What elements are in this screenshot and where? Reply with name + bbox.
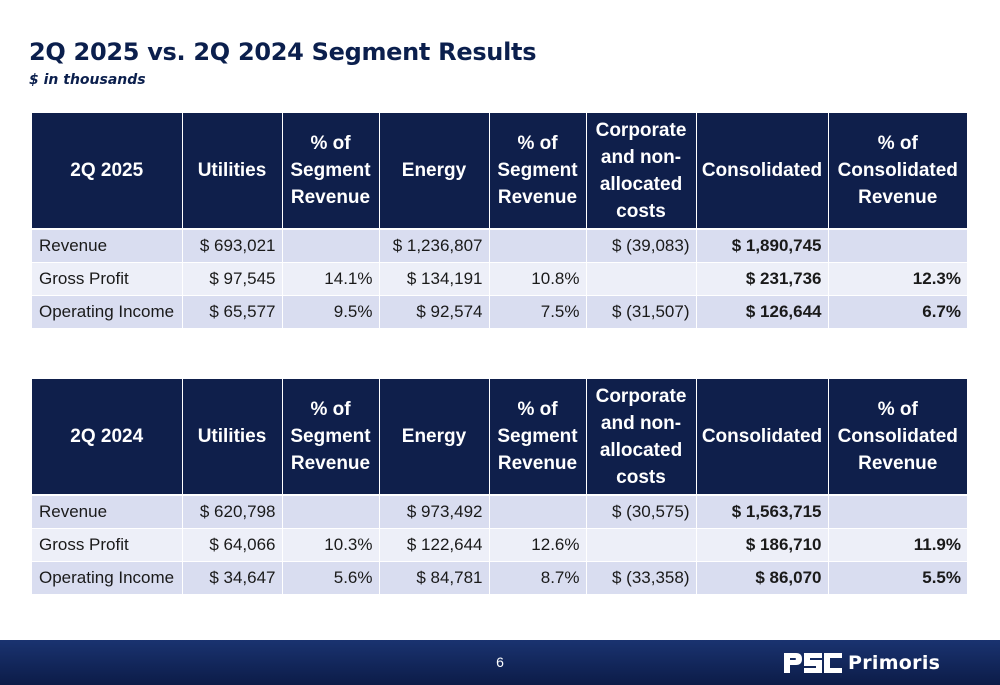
table-cell: $ 231,736 [695, 262, 828, 296]
table-cell: 11.9% [827, 528, 967, 562]
table-cell: $ (31,507) [585, 295, 696, 329]
logo-text: Primoris [848, 652, 941, 674]
header-corporate-costs: Corporate and non-allocated costs [585, 113, 696, 230]
header-energy: Energy [378, 379, 489, 496]
table-cell: $ 620,798 [181, 495, 282, 529]
table-row: Revenue $ 620,798 $ 973,492 $ (30,575) $… [32, 495, 967, 529]
table-row: Revenue $ 693,021 $ 1,236,807 $ (39,083)… [32, 229, 967, 263]
table-cell: 7.5% [488, 295, 586, 329]
row-label: Gross Profit [32, 528, 182, 562]
header-energy: Energy [378, 113, 489, 230]
header-corporate-costs: Corporate and non-allocated costs [585, 379, 696, 496]
table-cell [281, 229, 379, 263]
table-cell: $ 86,070 [695, 561, 828, 595]
header-pct-consolidated-revenue: % of Consolidated Revenue [827, 379, 967, 496]
table-header-row: 2Q 2025 Utilities % of Segment Revenue E… [32, 113, 967, 230]
header-consolidated: Consolidated [695, 113, 828, 230]
table-cell: $ 97,545 [181, 262, 282, 296]
page-number: 6 [496, 654, 504, 670]
table-cell: $ 1,236,807 [378, 229, 489, 263]
table-cell: $ 1,890,745 [695, 229, 828, 263]
header-period: 2Q 2024 [32, 379, 182, 496]
header-period: 2Q 2025 [32, 113, 182, 230]
table-cell: $ 693,021 [181, 229, 282, 263]
table-cell: 8.7% [488, 561, 586, 595]
table-cell [827, 495, 967, 529]
table-cell: 6.7% [827, 295, 967, 329]
table-row: Operating Income $ 34,647 5.6% $ 84,781 … [32, 561, 967, 595]
footer-bar: 6 Primoris [0, 640, 1000, 685]
header-consolidated: Consolidated [695, 379, 828, 496]
header-pct-segment-revenue: % of Segment Revenue [488, 379, 586, 496]
table-cell: $ (30,575) [585, 495, 696, 529]
row-label: Gross Profit [32, 262, 182, 296]
table-cell: 5.6% [281, 561, 379, 595]
table-cell: $ 92,574 [378, 295, 489, 329]
psc-logo-icon [784, 653, 842, 673]
table-cell: $ (39,083) [585, 229, 696, 263]
table-row: Gross Profit $ 64,066 10.3% $ 122,644 12… [32, 528, 967, 562]
segment-table-2q2025: 2Q 2025 Utilities % of Segment Revenue E… [32, 113, 967, 329]
header-pct-segment-revenue: % of Segment Revenue [281, 113, 379, 230]
header-pct-segment-revenue: % of Segment Revenue [281, 379, 379, 496]
header-utilities: Utilities [181, 113, 282, 230]
table-row: Operating Income $ 65,577 9.5% $ 92,574 … [32, 295, 967, 329]
table-cell: 10.3% [281, 528, 379, 562]
table-cell: 12.6% [488, 528, 586, 562]
table-cell [585, 528, 696, 562]
page-subtitle: $ in thousands [29, 72, 146, 88]
row-label: Operating Income [32, 295, 182, 329]
table-cell: $ 84,781 [378, 561, 489, 595]
row-label: Revenue [32, 229, 182, 263]
segment-table-2q2024: 2Q 2024 Utilities % of Segment Revenue E… [32, 379, 967, 595]
table-cell: 10.8% [488, 262, 586, 296]
table-cell [281, 495, 379, 529]
row-label: Operating Income [32, 561, 182, 595]
table-cell: 5.5% [827, 561, 967, 595]
table-cell: $ 126,644 [695, 295, 828, 329]
table-cell: $ 34,647 [181, 561, 282, 595]
page-title: 2Q 2025 vs. 2Q 2024 Segment Results [29, 38, 537, 66]
table-cell: $ 122,644 [378, 528, 489, 562]
header-pct-consolidated-revenue: % of Consolidated Revenue [827, 113, 967, 230]
table-cell: 14.1% [281, 262, 379, 296]
table-cell [585, 262, 696, 296]
table-cell: $ 186,710 [695, 528, 828, 562]
table-cell: $ 973,492 [378, 495, 489, 529]
table-cell: $ (33,358) [585, 561, 696, 595]
table-cell [488, 229, 586, 263]
table-header-row: 2Q 2024 Utilities % of Segment Revenue E… [32, 379, 967, 496]
table-cell [827, 229, 967, 263]
table-cell: 9.5% [281, 295, 379, 329]
row-label: Revenue [32, 495, 182, 529]
table-cell: 12.3% [827, 262, 967, 296]
header-pct-segment-revenue: % of Segment Revenue [488, 113, 586, 230]
primoris-logo: Primoris [782, 649, 940, 677]
table-cell: $ 64,066 [181, 528, 282, 562]
table-cell [488, 495, 586, 529]
table-cell: $ 1,563,715 [695, 495, 828, 529]
table-cell: $ 65,577 [181, 295, 282, 329]
table-row: Gross Profit $ 97,545 14.1% $ 134,191 10… [32, 262, 967, 296]
table-cell: $ 134,191 [378, 262, 489, 296]
header-utilities: Utilities [181, 379, 282, 496]
